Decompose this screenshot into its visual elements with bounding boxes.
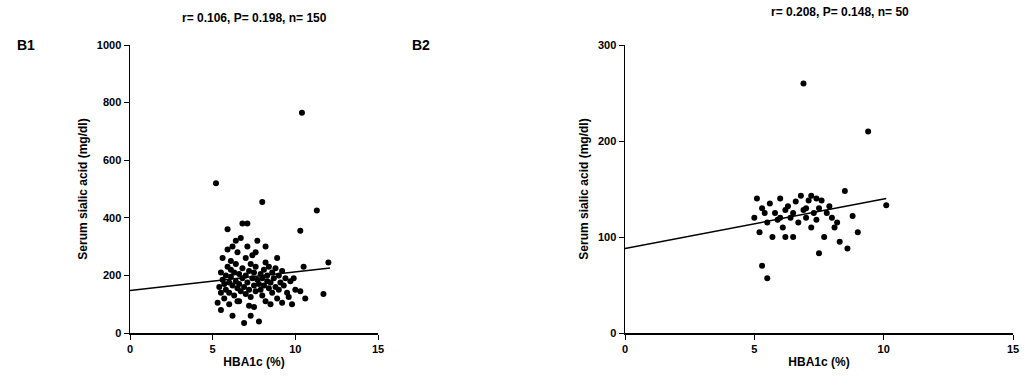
svg-text:HBA1c (%): HBA1c (%) — [788, 355, 849, 369]
svg-text:Serum sialic acid (mg/dl): Serum sialic acid (mg/dl) — [577, 118, 591, 259]
svg-text:10: 10 — [878, 343, 890, 355]
svg-text:10: 10 — [289, 343, 301, 355]
svg-text:600: 600 — [103, 154, 121, 166]
svg-text:0: 0 — [622, 343, 628, 355]
svg-text:5: 5 — [751, 343, 757, 355]
svg-text:Serum sialic acid (mg/dl): Serum sialic acid (mg/dl) — [76, 118, 90, 259]
svg-text:100: 100 — [598, 231, 616, 243]
svg-text:B1: B1 — [17, 37, 35, 53]
svg-text:5: 5 — [210, 343, 216, 355]
svg-text:15: 15 — [1007, 343, 1019, 355]
svg-text:0: 0 — [115, 327, 121, 339]
svg-text:300: 300 — [598, 39, 616, 51]
svg-text:200: 200 — [598, 135, 616, 147]
svg-text:15: 15 — [372, 343, 384, 355]
svg-text:1000: 1000 — [97, 39, 121, 51]
svg-text:0: 0 — [610, 327, 616, 339]
svg-text:800: 800 — [103, 96, 121, 108]
svg-text:B2: B2 — [412, 37, 430, 53]
svg-text:400: 400 — [103, 212, 121, 224]
svg-text:200: 200 — [103, 269, 121, 281]
svg-text:0: 0 — [127, 343, 133, 355]
svg-text:r= 0.208, P= 0.148, n= 50: r= 0.208, P= 0.148, n= 50 — [771, 5, 909, 19]
svg-text:r= 0.106, P= 0.198, n= 150: r= 0.106, P= 0.198, n= 150 — [182, 11, 327, 25]
svg-text:HBA1c (%): HBA1c (%) — [223, 355, 284, 369]
